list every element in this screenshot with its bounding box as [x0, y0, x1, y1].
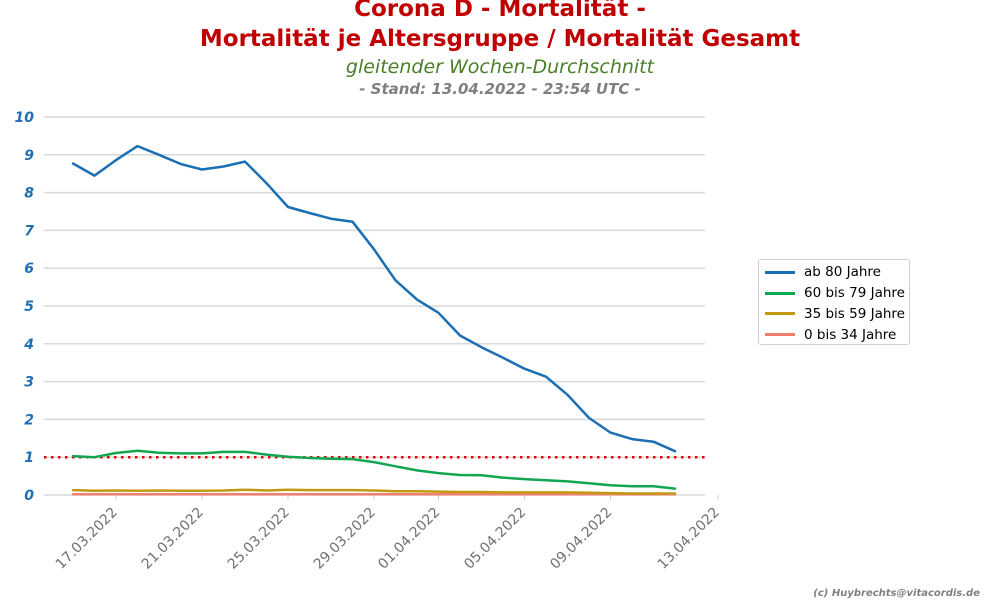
- chart-title-line2: Mortalität je Altersgruppe / Mortalität …: [199, 26, 801, 52]
- y-tick-label: 6: [24, 261, 34, 277]
- legend-swatch: [765, 333, 795, 337]
- x-axis-ticks: 17.03.2022 21.03.2022 25.03.2022 29.03.2022…: [53, 495, 723, 573]
- legend-label: 0 bis 34 Jahre: [804, 326, 897, 343]
- legend-item: 35 bis 59 Jahre: [759, 304, 909, 325]
- copyright-credit: (c) Huybrechts@vitacordis.de: [813, 588, 980, 599]
- legend-item: ab 80 Jahre: [759, 262, 909, 283]
- legend-item: 0 bis 34 Jahre: [759, 324, 909, 345]
- legend-label: ab 80 Jahre: [804, 264, 881, 281]
- y-tick-label: 3: [24, 375, 34, 391]
- x-tick-label: 21.03.2022: [139, 505, 207, 573]
- y-tick-label: 2: [24, 412, 34, 428]
- series-lines: [71, 144, 677, 496]
- y-tick-label: 0: [24, 488, 34, 504]
- legend-swatch: [765, 270, 795, 274]
- chart-subtitle: gleitender Wochen-Durchschnitt: [345, 56, 655, 78]
- gridlines: [44, 116, 705, 496]
- x-tick-label: 01.04.2022: [375, 505, 443, 573]
- y-tick-label: 7: [24, 223, 34, 239]
- chart-timestamp: - Stand: 13.04.2022 - 23:54 UTC -: [359, 80, 641, 98]
- legend-label: 60 bis 79 Jahre: [804, 285, 905, 302]
- x-tick-label: 13.04.2022: [655, 505, 723, 573]
- legend-swatch: [765, 312, 795, 316]
- y-axis-ticks: 0 1 2 3 4 5 6 7 8 9 10: [15, 110, 35, 504]
- x-tick-label: 09.04.2022: [547, 505, 615, 573]
- legend-item: 60 bis 79 Jahre: [759, 283, 909, 304]
- series-line-ab-80-jahre: [71, 144, 677, 453]
- series-line-35-bis-59-jahre: [71, 488, 677, 495]
- legend: ab 80 Jahre 60 bis 79 Jahre 35 bis 59 Jahr…: [758, 259, 910, 345]
- chart-title-line1: Corona D - Mortalität -: [354, 0, 646, 22]
- y-tick-label: 9: [24, 148, 34, 164]
- x-tick-label: 05.04.2022: [461, 505, 529, 573]
- series-line-60-bis-79-jahre: [71, 449, 677, 490]
- y-tick-label: 10: [15, 110, 35, 126]
- y-tick-label: 4: [23, 337, 34, 353]
- x-tick-label: 29.03.2022: [311, 505, 379, 573]
- y-tick-label: 1: [24, 450, 34, 466]
- legend-label: 35 bis 59 Jahre: [804, 305, 905, 322]
- legend-swatch: [765, 291, 795, 295]
- y-tick-label: 5: [24, 299, 34, 315]
- x-tick-label: 17.03.2022: [53, 505, 121, 573]
- y-tick-label: 8: [24, 186, 34, 202]
- x-tick-label: 25.03.2022: [225, 505, 293, 573]
